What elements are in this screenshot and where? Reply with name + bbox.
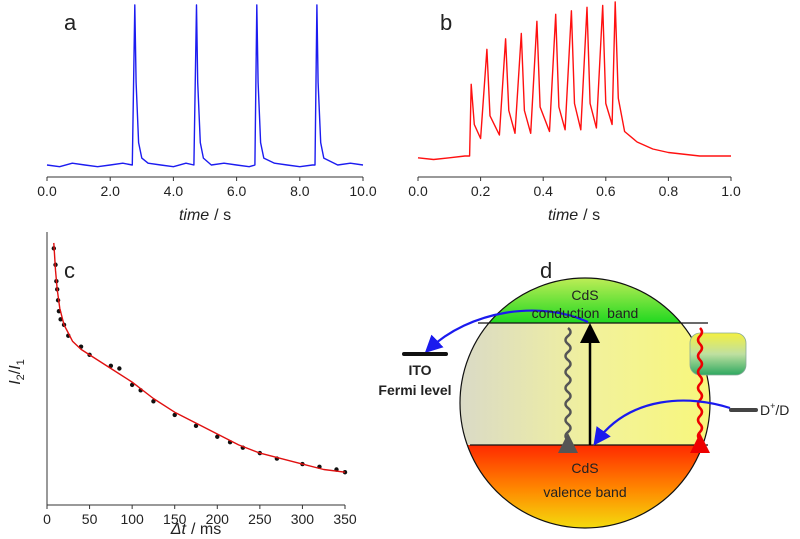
x-tick-label: 150 <box>163 511 187 527</box>
panel-label: c <box>64 258 75 283</box>
x-axis-label: Δt / ms <box>170 521 221 538</box>
y-label-part: I <box>7 380 24 385</box>
hole-transfer-arrow <box>593 399 731 446</box>
x-axis-label: time / s <box>548 207 600 224</box>
data-line <box>417 1 731 161</box>
recombination-arrow <box>558 327 578 453</box>
x-tick-label: 8.0 <box>290 183 310 199</box>
nanotube <box>689 332 747 376</box>
x-tick-label: 6.0 <box>227 183 247 199</box>
data-line <box>46 4 364 168</box>
data-line <box>53 242 346 473</box>
data-point <box>193 423 199 429</box>
x-tick-label: 0.6 <box>596 183 616 199</box>
donor-part: + <box>770 401 775 411</box>
x-tick-label: 0.4 <box>533 183 553 199</box>
x-tick-label: 10.0 <box>349 183 376 199</box>
data-point <box>215 434 220 439</box>
data-point <box>117 366 122 371</box>
panel-label: a <box>64 10 77 35</box>
x-tick-label: 200 <box>206 511 230 527</box>
x-tick-label: 100 <box>120 511 144 527</box>
x-label-var: time <box>179 207 209 224</box>
band-diagram: d ITO Fermi level D+/D CdS conduction ba… <box>378 258 789 529</box>
x-tick-label: 350 <box>333 511 357 527</box>
x-tick-label: 0.0 <box>37 183 57 199</box>
band-gap-region <box>460 323 710 445</box>
x-tick-label: 0.2 <box>471 183 491 199</box>
y-label-part: 2 <box>15 374 27 380</box>
data-point <box>108 363 114 368</box>
x-axis-label: time / s <box>179 207 231 224</box>
transfer-arrow <box>690 327 710 453</box>
data-point <box>172 412 177 418</box>
y-label-part: I <box>7 365 24 370</box>
y-label-part: / <box>7 369 24 374</box>
band-label: CdS <box>571 287 598 303</box>
x-tick-label: 1.0 <box>721 183 741 199</box>
x-tick-label: 2.0 <box>100 183 120 199</box>
panel-label: d <box>540 258 552 283</box>
x-tick-label: 0 <box>43 511 51 527</box>
x-label-unit: / s <box>214 207 231 224</box>
x-label-var: Δt <box>170 521 187 538</box>
panel-label: b <box>440 10 452 35</box>
data-point <box>151 399 156 404</box>
band-label: CdS <box>571 460 598 476</box>
x-label-var: time <box>548 207 578 224</box>
ito-label: Fermi level <box>378 382 451 398</box>
x-tick-label: 50 <box>82 511 98 527</box>
band-label: conduction band <box>532 305 639 321</box>
x-tick-label: 4.0 <box>164 183 184 199</box>
x-tick-label: 250 <box>248 511 272 527</box>
electron-transfer-arrow <box>424 309 589 354</box>
y-axis-label: I2/I1 <box>7 359 27 385</box>
donor-label: D+/D <box>760 401 789 418</box>
x-tick-label: 0.8 <box>659 183 679 199</box>
data-point <box>342 470 348 475</box>
donor-part: /D <box>775 402 789 418</box>
x-tick-label: 300 <box>291 511 315 527</box>
band-label: valence band <box>543 484 626 500</box>
y-label-part: 1 <box>15 359 27 365</box>
x-tick-label: 0.0 <box>408 183 428 199</box>
x-label-unit: / ms <box>191 521 221 538</box>
x-label-unit: / s <box>583 207 600 224</box>
ito-label: ITO <box>408 362 431 378</box>
donor-part: D <box>760 402 770 418</box>
